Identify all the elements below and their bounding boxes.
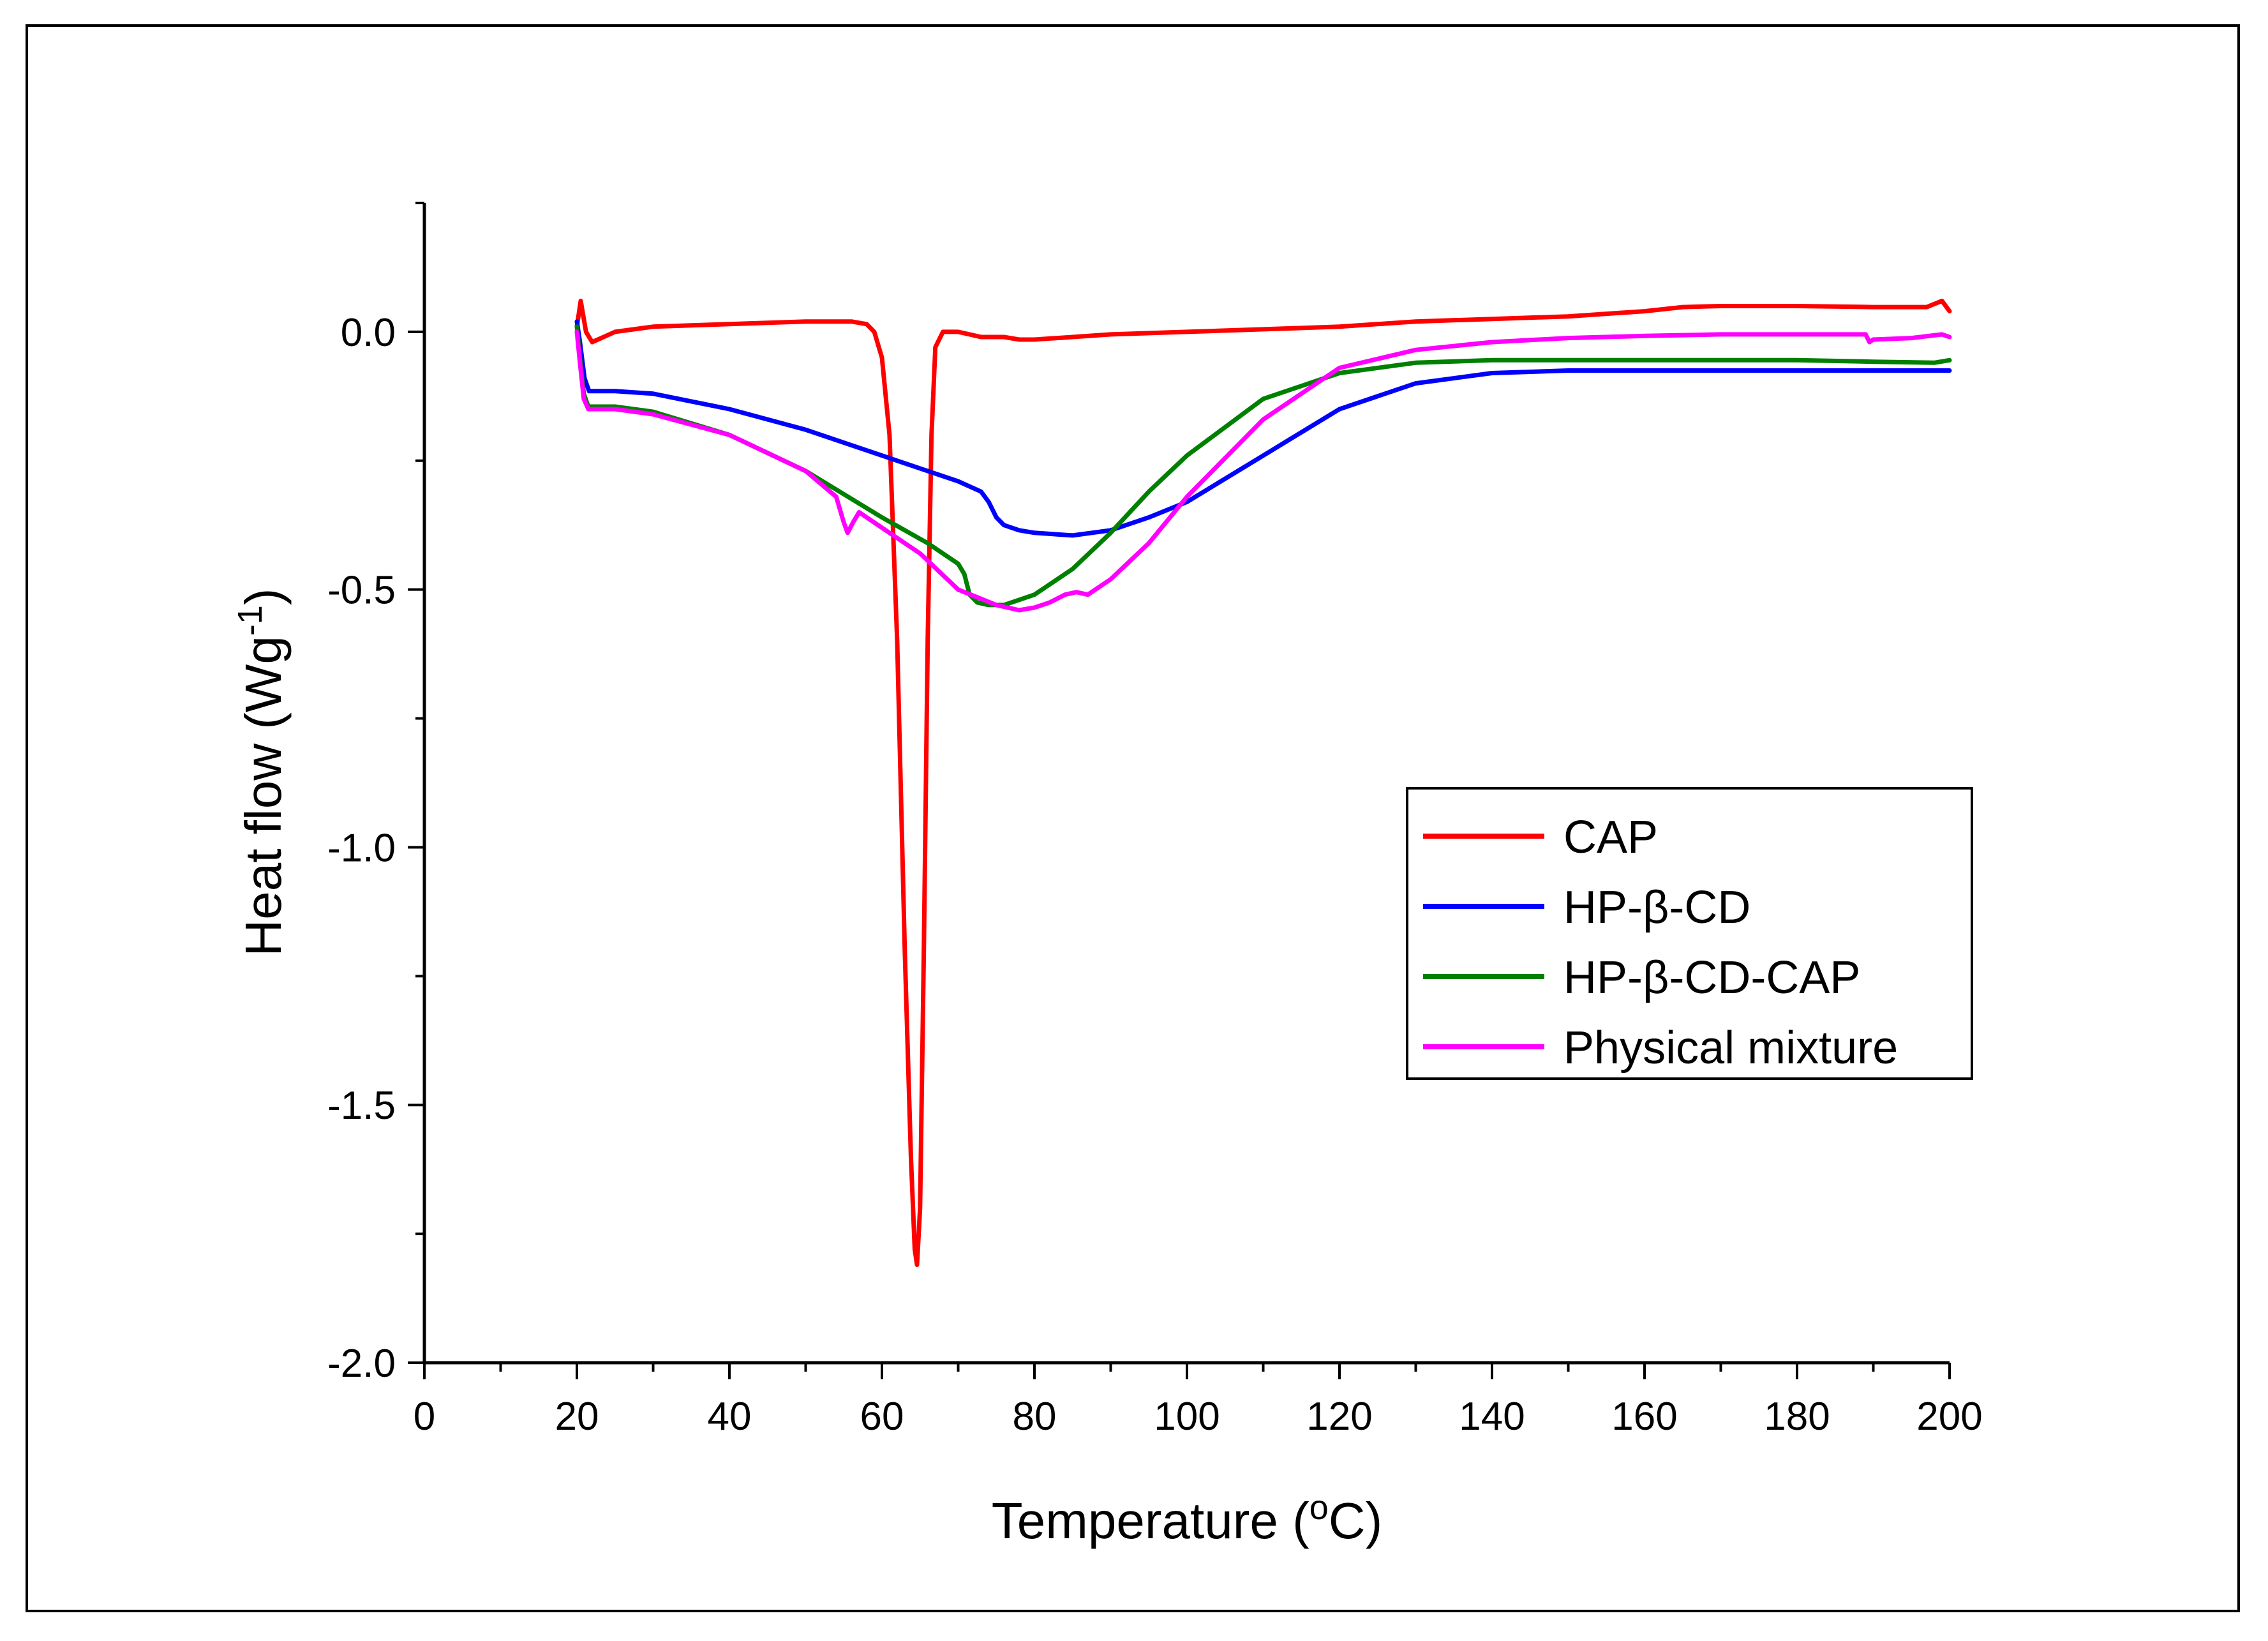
- x-tick-label: 140: [1459, 1395, 1525, 1439]
- x-tick-label: 0: [414, 1395, 435, 1439]
- x-tick-label: 60: [860, 1395, 904, 1439]
- x-tick-label: 160: [1611, 1395, 1677, 1439]
- x-tick-label: 180: [1764, 1395, 1830, 1439]
- axes: [422, 203, 1950, 1365]
- series-line-hp-cd: [574, 319, 1952, 538]
- y-tick-label: -2.0: [327, 1342, 396, 1386]
- ticks: [408, 202, 1951, 1379]
- x-axis-title: Temperature (oC): [992, 1488, 1382, 1549]
- legend-label: CAP: [1563, 812, 1658, 863]
- series-line-cap: [574, 298, 1952, 1268]
- tick-labels: 0 20 40 60 80 100 120 140 160 180 200 0.0 -0.5 -1.0 -1…: [327, 311, 1983, 1439]
- x-tick-label: 20: [555, 1395, 599, 1439]
- x-tick-label: 40: [708, 1395, 752, 1439]
- figure-frame: [26, 24, 2240, 1612]
- y-tick-label: 0.0: [341, 311, 396, 355]
- y-tick-label: -0.5: [327, 569, 396, 613]
- x-tick-label: 100: [1154, 1395, 1220, 1439]
- y-tick-label: -1.0: [327, 826, 396, 870]
- y-axis-title: Heat flow (Wg-1): [231, 588, 292, 957]
- y-tick-label: -1.5: [327, 1084, 396, 1128]
- x-tick-label: 80: [1013, 1395, 1057, 1439]
- series-line-physical-mixture: [574, 329, 1952, 613]
- x-tick-label: 120: [1306, 1395, 1372, 1439]
- legend-label: Physical mixture: [1563, 1023, 1898, 1074]
- legend-label: HP-β-CD-CAP: [1563, 952, 1860, 1003]
- legend: CAP HP-β-CD HP-β-CD-CAP Physical mixture: [1406, 787, 1973, 1080]
- legend-label: HP-β-CD: [1563, 882, 1750, 933]
- x-tick-label: 200: [1916, 1395, 1982, 1439]
- series-lines: [574, 298, 1952, 1268]
